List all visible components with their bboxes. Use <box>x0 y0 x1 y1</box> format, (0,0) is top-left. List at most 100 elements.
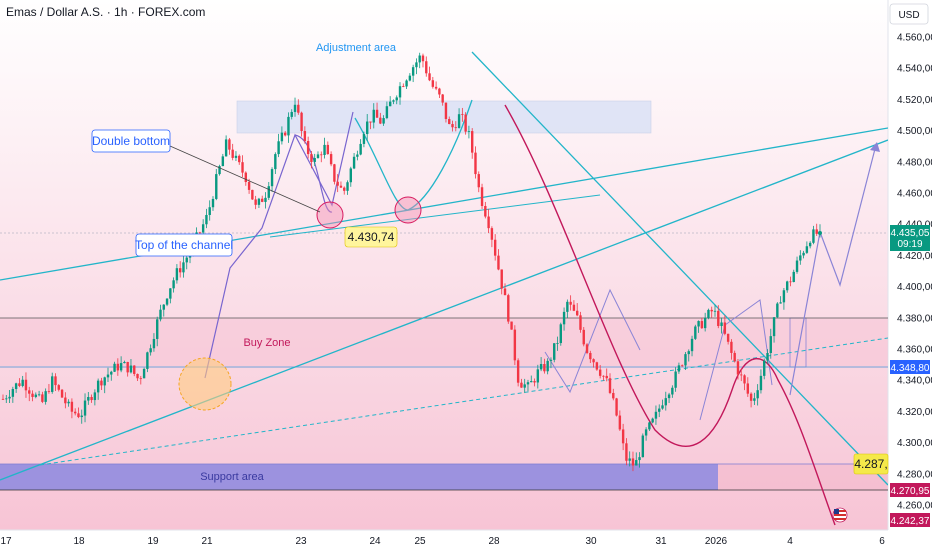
candle-body <box>24 379 28 391</box>
candle-body <box>635 460 638 466</box>
candle <box>723 315 727 336</box>
candle <box>175 264 179 284</box>
candle <box>290 109 293 120</box>
symbol-title[interactable]: Emas / Dollar A.S. · 1h · FOREX.com <box>6 5 205 19</box>
candle-body <box>297 104 300 113</box>
candle-body <box>490 228 494 240</box>
candle <box>60 389 64 398</box>
time-tick-12: 6 <box>879 536 885 547</box>
candle-body <box>684 354 687 366</box>
candle-body <box>799 255 802 261</box>
candle <box>1 394 5 400</box>
candle <box>310 151 313 169</box>
candle-body <box>562 311 566 325</box>
candle-body <box>106 374 110 378</box>
candle <box>651 417 654 424</box>
candle <box>149 344 152 356</box>
candle <box>484 201 487 219</box>
currency-label: USD <box>898 10 919 21</box>
candle <box>510 321 513 330</box>
recovery-swing <box>699 299 773 421</box>
candle <box>644 427 648 441</box>
us-flag-icon[interactable] <box>832 507 848 523</box>
candle-body <box>119 363 123 371</box>
candle <box>375 102 379 118</box>
candle <box>323 137 326 159</box>
candle-body <box>756 390 759 399</box>
candle-body <box>5 398 8 400</box>
candle-body <box>651 418 654 423</box>
low-price-value: 4.270,95 <box>891 486 930 497</box>
candle <box>556 336 559 351</box>
candle-body <box>631 458 635 466</box>
candlestick-series[interactable] <box>1 52 822 472</box>
candle <box>539 357 543 372</box>
candle-body <box>234 155 238 158</box>
candle <box>221 153 225 167</box>
candle-body <box>274 154 277 170</box>
candle <box>589 350 592 363</box>
candle-body <box>369 121 372 123</box>
top-of-channel-callout[interactable]: Top of the channel <box>135 233 233 257</box>
candle <box>471 128 474 159</box>
candle <box>211 196 215 211</box>
candle-body <box>211 198 215 208</box>
candle-body <box>556 343 559 344</box>
candle-body <box>513 329 517 361</box>
candle-body <box>648 422 651 430</box>
candle-body <box>415 62 418 68</box>
candle <box>638 452 641 468</box>
candle-body <box>172 280 175 289</box>
candle-body <box>388 101 392 107</box>
top-of-channel-label: Top of the channel <box>135 238 233 252</box>
time-tick-9: 31 <box>655 536 667 547</box>
candle <box>73 408 77 416</box>
candle <box>316 151 320 159</box>
currency-button[interactable]: USD <box>889 3 929 25</box>
candle <box>635 452 638 466</box>
candle <box>717 305 720 329</box>
candle <box>687 349 690 362</box>
candle-body <box>57 385 60 390</box>
candle <box>395 95 398 105</box>
candle <box>90 394 93 403</box>
price-value-pill[interactable]: 4.430,74 <box>344 226 398 248</box>
candle-body <box>805 246 809 253</box>
candle-body <box>395 97 398 101</box>
double-bottom-callout[interactable]: Double bottom <box>91 129 171 153</box>
candle-body <box>14 383 18 390</box>
candle-body <box>339 185 343 188</box>
candle-body <box>671 387 674 395</box>
candle-body <box>267 186 270 198</box>
candle <box>277 133 280 158</box>
candle <box>654 405 658 425</box>
candle-body <box>64 397 67 404</box>
candle-body <box>283 132 287 136</box>
candle-body <box>185 257 188 263</box>
candle <box>694 324 697 340</box>
candle-body <box>497 255 500 270</box>
candle-body <box>769 336 772 353</box>
candle <box>776 302 779 319</box>
candle <box>336 174 339 193</box>
time-tick-10: 2026 <box>705 536 728 547</box>
candle-body <box>605 375 608 379</box>
pivot-price-value: 4.348,80 <box>891 363 930 374</box>
candle <box>41 391 44 404</box>
candle-body <box>162 304 165 310</box>
candle-body <box>300 112 303 132</box>
candle-body <box>221 156 225 167</box>
support-area-label: Support area <box>200 471 264 483</box>
candle-body <box>247 182 251 190</box>
time-tick-8: 30 <box>585 536 597 547</box>
candle <box>244 171 248 186</box>
candle-body <box>602 375 605 377</box>
candle <box>441 93 444 106</box>
candle <box>83 393 87 423</box>
candle <box>231 143 234 161</box>
candle <box>11 386 15 403</box>
candle-body <box>464 114 467 132</box>
candle-body <box>444 102 448 120</box>
candle-body <box>218 166 221 175</box>
